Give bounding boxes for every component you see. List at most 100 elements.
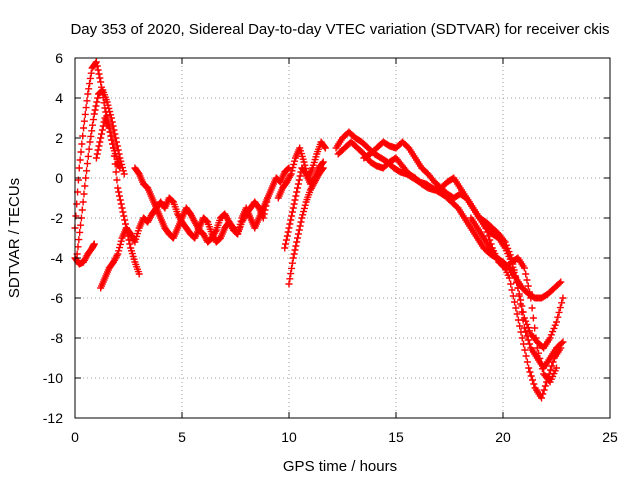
data-point [511, 272, 519, 280]
data-point [105, 124, 113, 132]
x-tick-label: 15 [388, 429, 404, 445]
series-trace-14 [482, 224, 560, 386]
data-point [486, 236, 494, 244]
data-point [103, 98, 111, 106]
data-point [524, 336, 532, 344]
data-point [536, 354, 544, 362]
data-point [290, 160, 298, 168]
y-tick-label: -6 [51, 290, 64, 306]
data-point [523, 276, 531, 284]
data-point [483, 228, 491, 236]
data-point [94, 94, 102, 102]
data-point [97, 78, 105, 86]
data-point [83, 97, 91, 105]
data-point [547, 331, 555, 339]
data-point [120, 170, 128, 178]
data-point [288, 208, 296, 216]
data-point [505, 248, 513, 256]
data-point [282, 236, 290, 244]
data-point [95, 142, 103, 150]
data-point [289, 164, 297, 172]
data-point [530, 380, 538, 388]
data-point [517, 300, 525, 308]
data-point [111, 130, 119, 138]
data-point [546, 334, 554, 342]
data-point [512, 304, 520, 312]
data-point [559, 338, 567, 346]
y-tick-label: -2 [51, 210, 64, 226]
data-point [93, 62, 101, 70]
data-point [119, 208, 127, 216]
y-tick-labels: -12 -10 -8 -6 -4 -2 0 2 4 6 [43, 50, 63, 426]
data-point [113, 142, 121, 150]
data-point [505, 274, 513, 282]
data-point [547, 366, 555, 374]
data-point [117, 237, 125, 245]
data-point [261, 206, 269, 214]
data-point [289, 204, 297, 212]
data-point [300, 208, 308, 216]
data-point [113, 176, 121, 184]
data-point [80, 117, 88, 125]
data-point [288, 212, 296, 220]
data-point [119, 164, 127, 172]
series-trace-12 [360, 138, 567, 372]
data-point [79, 132, 87, 140]
data-point [282, 240, 290, 248]
y-tick-label: 0 [55, 170, 63, 186]
data-point [113, 252, 121, 260]
data-point [556, 304, 564, 312]
data-point [87, 132, 95, 140]
data-point [287, 270, 295, 278]
series-trace-9 [285, 164, 327, 288]
data-point [79, 198, 87, 206]
data-point [538, 394, 546, 402]
data-point [293, 188, 301, 196]
data-point [514, 284, 522, 292]
data-point [557, 344, 565, 352]
y-tick-label: -8 [51, 330, 64, 346]
data-point [74, 243, 82, 251]
data-point [292, 242, 300, 250]
data-point [87, 69, 95, 77]
data-point [513, 278, 521, 286]
data-point [92, 102, 100, 110]
data-point [120, 212, 128, 220]
data-point [319, 158, 327, 166]
data-point [90, 240, 98, 248]
data-point [285, 224, 293, 232]
y-tick-label: 4 [55, 90, 63, 106]
data-point [291, 196, 299, 204]
axis-ticks [74, 57, 611, 419]
data-point [290, 250, 298, 258]
data-point [135, 270, 143, 278]
data-point [260, 210, 268, 218]
data-point [110, 144, 118, 152]
data-point [81, 110, 89, 118]
grid-lines [75, 58, 610, 418]
data-point [294, 234, 302, 242]
data-point [526, 340, 534, 348]
data-point [284, 165, 292, 173]
data-point [112, 168, 120, 176]
data-point [114, 146, 122, 154]
data-point [513, 310, 521, 318]
data-point [541, 382, 549, 390]
data-point [319, 164, 327, 172]
data-point [318, 159, 326, 167]
data-point [82, 174, 90, 182]
data-point [259, 214, 267, 222]
data-point [106, 108, 114, 116]
data-point [514, 316, 522, 324]
y-axis-label: SDTVAR / TECUs [6, 178, 23, 298]
y-tick-label: -4 [51, 250, 64, 266]
y-tick-label: -10 [43, 370, 63, 386]
data-point [110, 126, 118, 134]
series-trace-4 [92, 114, 143, 278]
data-point [321, 144, 329, 152]
data-point [77, 148, 85, 156]
data-point [295, 176, 303, 184]
data-point [287, 170, 295, 178]
data-point [557, 278, 565, 286]
x-tick-labels: 0 5 10 15 20 25 [71, 429, 618, 445]
